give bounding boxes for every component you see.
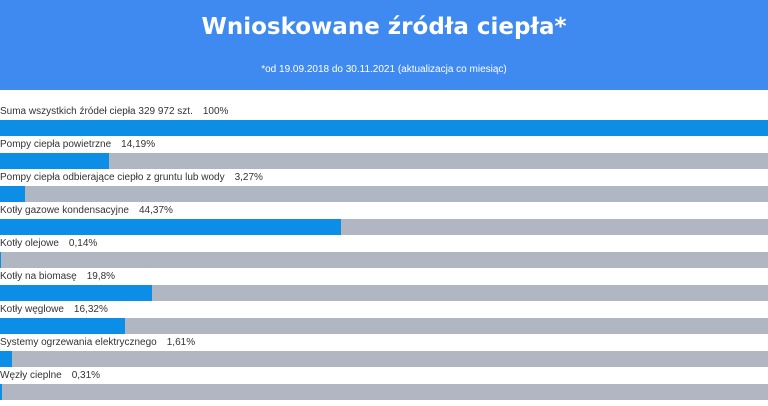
category-label: Systemy ogrzewania elektrycznego [0, 337, 157, 348]
header-banner: Wnioskowane źródła ciepła* *od 19.09.201… [0, 0, 768, 90]
bar-row: Pompy ciepła odbierające ciepło z gruntu… [0, 166, 768, 202]
value-label: 14,19% [121, 139, 156, 150]
bar-row: Systemy ogrzewania elektrycznego 1,61% [0, 331, 768, 367]
bar-label: Węzły cieplne 0,31% [0, 369, 100, 383]
bar-row: Kotły olejowe 0,14% [0, 232, 768, 268]
value-label: 3,27% [234, 172, 263, 183]
bar-track [0, 252, 768, 268]
bar-track [0, 285, 768, 301]
bar-row: Suma wszystkich źródeł ciepła 329 972 sz… [0, 100, 768, 136]
value-label: 0,31% [71, 370, 101, 381]
bar-label: Kotły na biomasę 19,8% [0, 270, 115, 284]
value-label: 19,8% [86, 271, 116, 282]
value-label: 44,37% [138, 205, 173, 216]
category-label: Suma wszystkich źródeł ciepła 329 972 sz… [0, 106, 193, 117]
bar-row: Kotły na biomasę 19,8% [0, 265, 768, 301]
chart-title: Wnioskowane źródła ciepła* [201, 14, 567, 40]
bar-label: Kotły olejowe 0,14% [0, 237, 97, 251]
bar-label: Systemy ogrzewania elektrycznego 1,61% [0, 336, 195, 350]
bar-label: Pompy ciepła odbierające ciepło z gruntu… [0, 171, 263, 185]
bar-label: Suma wszystkich źródeł ciepła 329 972 sz… [0, 105, 228, 119]
bar [0, 351, 13, 367]
bar-label: Kotły gazowe kondensacyjne 44,37% [0, 204, 173, 218]
bar-track [0, 120, 768, 136]
bar-label: Pompy ciepła powietrzne 14,19% [0, 138, 155, 152]
value-label: 16,32% [73, 304, 108, 315]
bar-row: Węzły cieplne 0,31% [0, 364, 768, 400]
bar [0, 153, 109, 169]
bar-row: Kotły węglowe 16,32% [0, 298, 768, 334]
category-label: Kotły węglowe [0, 304, 64, 315]
value-label: 1,61% [166, 337, 196, 348]
bar [0, 120, 768, 136]
bar-row: Pompy ciepła powietrzne 14,19% [0, 133, 768, 169]
value-label: 100% [202, 106, 229, 117]
bar [0, 318, 126, 334]
bar [0, 219, 341, 235]
bar [0, 384, 3, 400]
bar [0, 252, 2, 268]
value-label: 0,14% [68, 238, 98, 249]
category-label: Węzły cieplne [0, 370, 62, 381]
category-label: Pompy ciepła powietrzne [0, 139, 112, 150]
bar [0, 186, 26, 202]
chart-subtitle: *od 19.09.2018 do 30.11.2021 (aktualizac… [261, 64, 507, 75]
bar-track [0, 186, 768, 202]
bar-row: Kotły gazowe kondensacyjne 44,37% [0, 199, 768, 235]
bar-track [0, 153, 768, 169]
bar-track [0, 318, 768, 334]
category-label: Kotły gazowe kondensacyjne [0, 205, 129, 216]
category-label: Pompy ciepła odbierające ciepło z gruntu… [0, 172, 225, 183]
bar-track [0, 219, 768, 235]
bar-track [0, 384, 768, 400]
bar-track [0, 351, 768, 367]
category-label: Kotły na biomasę [0, 271, 77, 282]
bar [0, 285, 153, 301]
bar-label: Kotły węglowe 16,32% [0, 303, 108, 317]
category-label: Kotły olejowe [0, 238, 59, 249]
